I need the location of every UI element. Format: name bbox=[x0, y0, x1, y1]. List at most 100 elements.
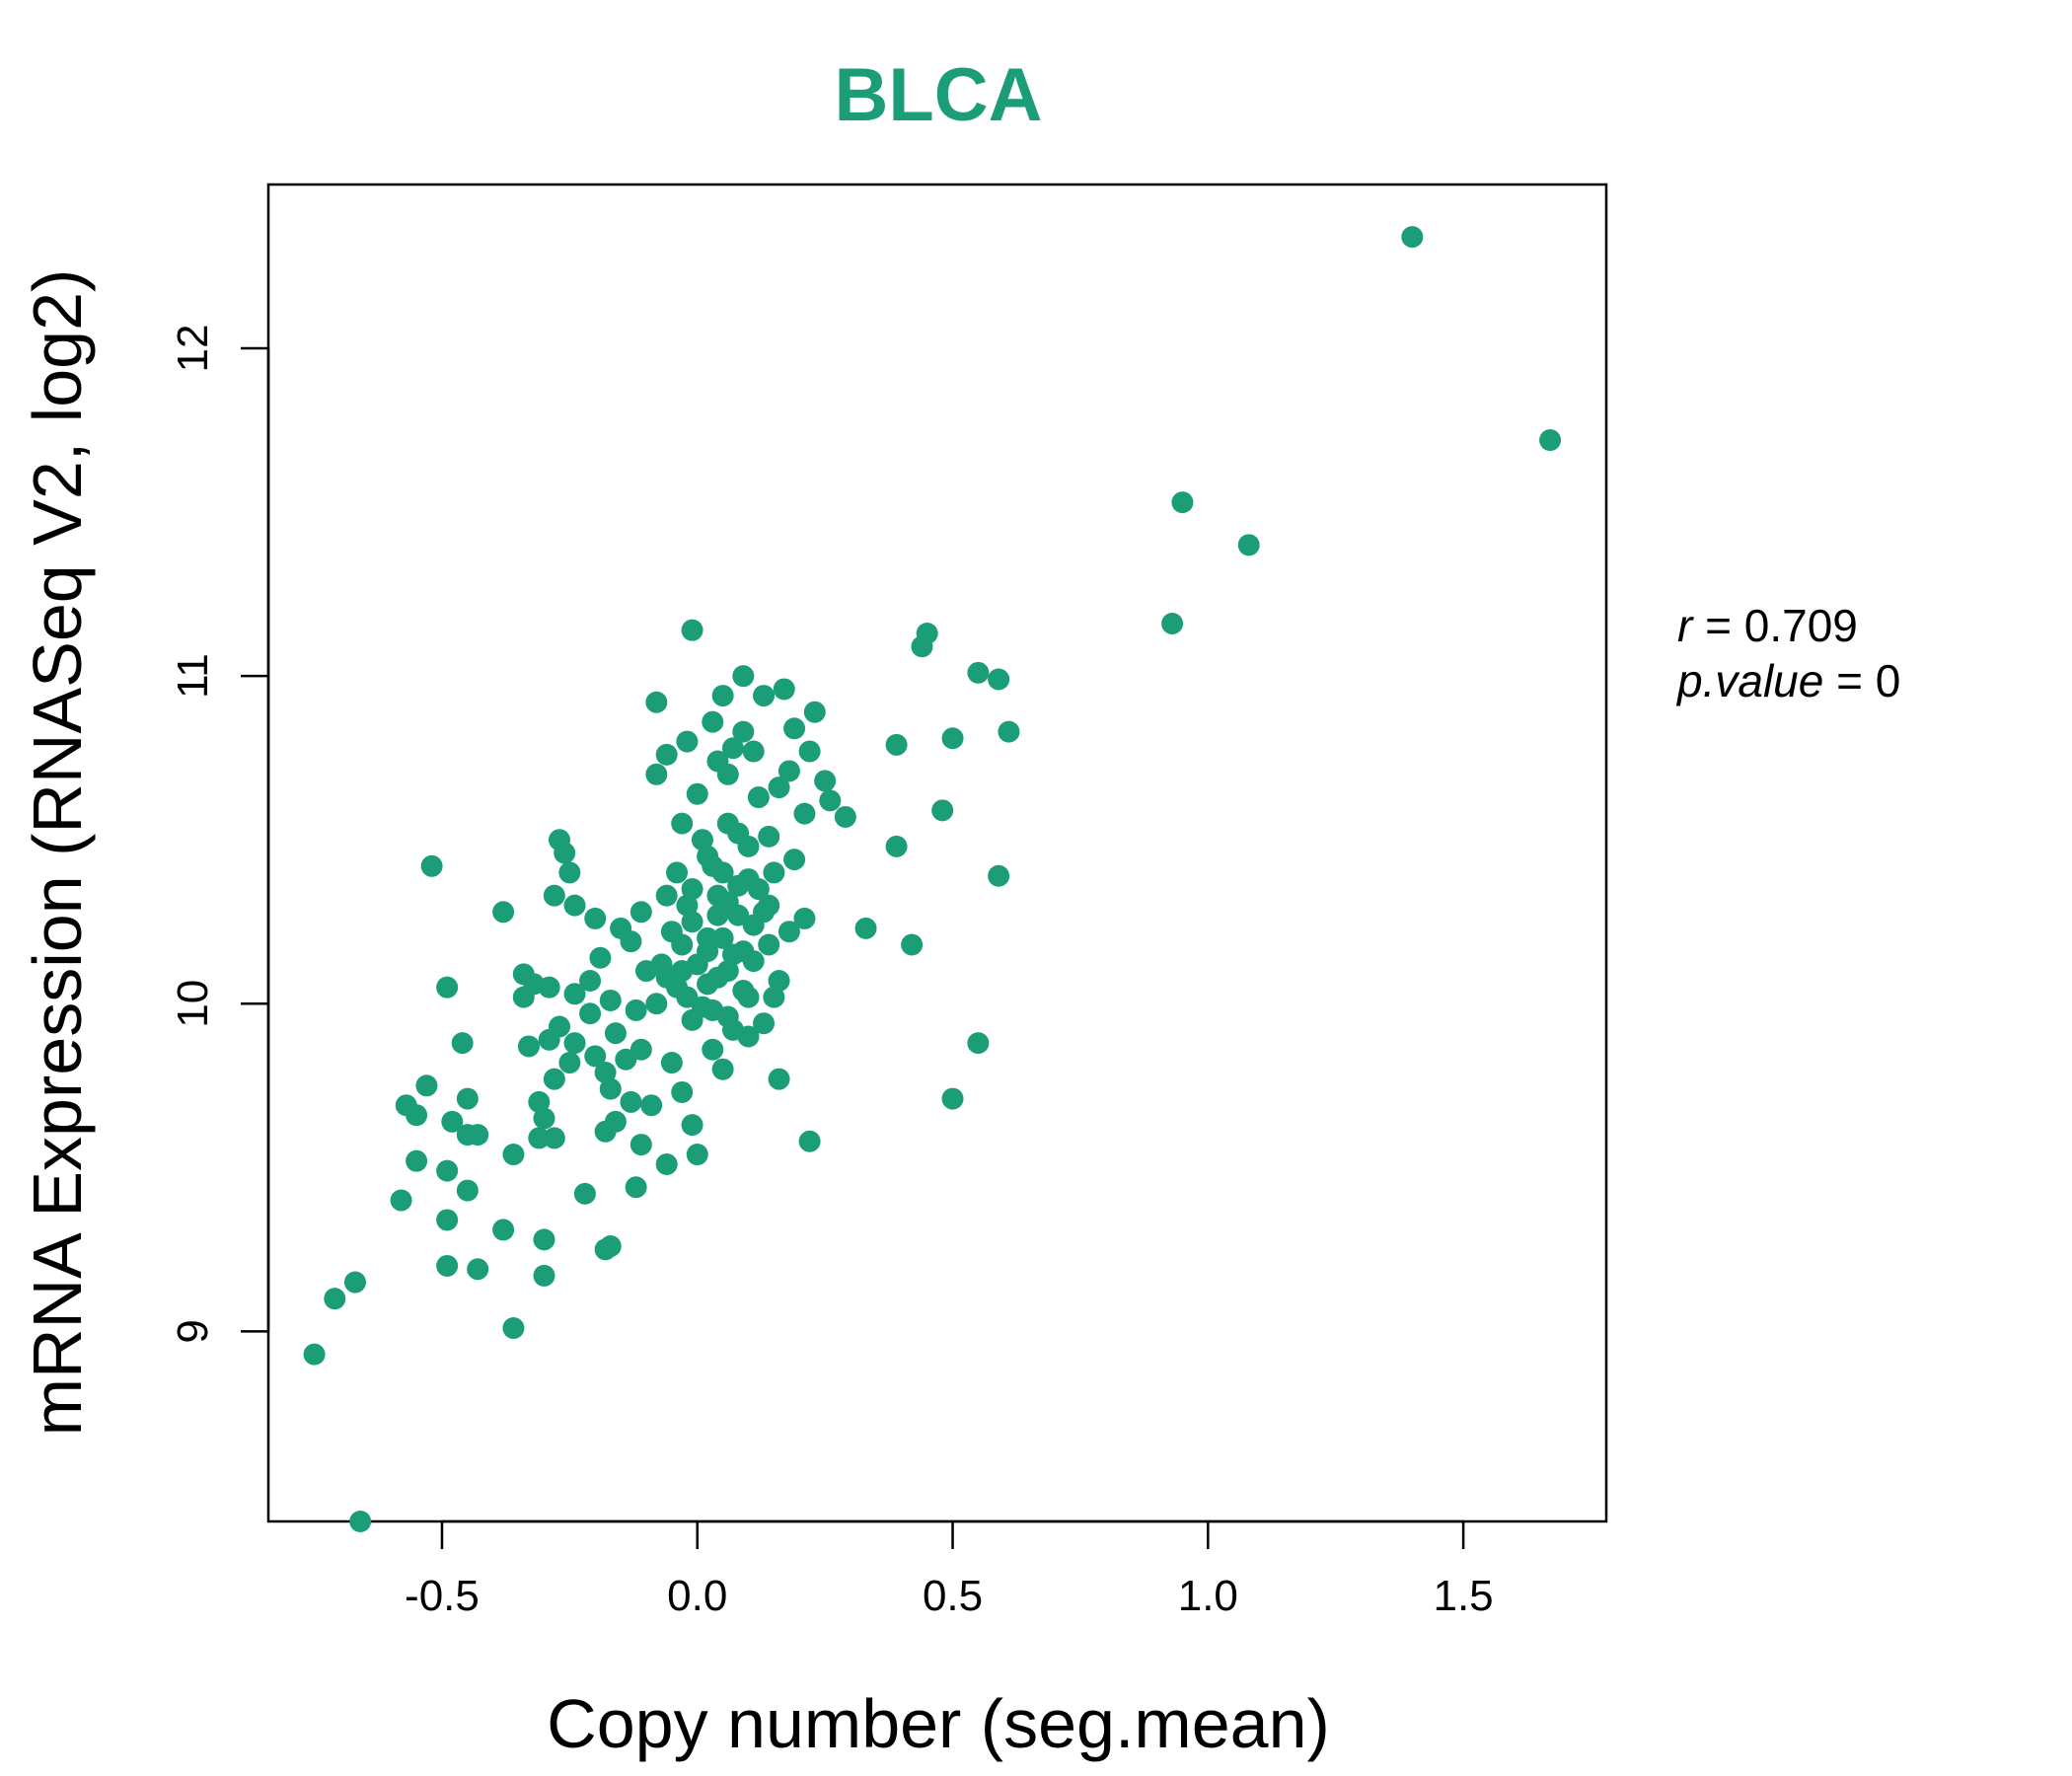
data-point bbox=[1161, 613, 1184, 635]
data-point bbox=[620, 1090, 642, 1113]
data-point bbox=[1237, 534, 1260, 556]
data-point bbox=[758, 825, 780, 848]
data-point bbox=[441, 1110, 464, 1133]
data-point bbox=[436, 976, 459, 999]
data-point bbox=[594, 1238, 617, 1261]
x-axis: -0.5 0.0 0.5 1.0 1.5 bbox=[405, 1519, 1494, 1620]
x-tick-label: -0.5 bbox=[405, 1572, 480, 1620]
data-point bbox=[911, 635, 933, 658]
data-point bbox=[655, 743, 678, 766]
data-point bbox=[584, 1045, 607, 1068]
data-point bbox=[533, 1228, 555, 1251]
data-point bbox=[599, 1077, 622, 1100]
data-point bbox=[681, 911, 703, 933]
data-point bbox=[737, 1025, 760, 1048]
data-point bbox=[594, 1120, 617, 1143]
data-point bbox=[783, 717, 806, 740]
data-point bbox=[768, 777, 790, 799]
data-point bbox=[420, 854, 443, 877]
data-point bbox=[711, 685, 734, 707]
data-point bbox=[528, 1090, 551, 1113]
x-tick-label: 1.5 bbox=[1433, 1572, 1493, 1620]
data-point bbox=[885, 835, 908, 857]
data-point bbox=[686, 1144, 708, 1166]
data-point bbox=[467, 1258, 489, 1281]
data-point bbox=[492, 901, 515, 924]
data-point bbox=[798, 740, 821, 763]
data-point bbox=[783, 849, 806, 871]
data-point bbox=[303, 1343, 326, 1366]
data-point bbox=[456, 1087, 479, 1110]
data-point bbox=[579, 970, 602, 993]
data-point bbox=[819, 789, 842, 812]
data-point bbox=[594, 1062, 617, 1084]
r-equals: = bbox=[1692, 600, 1743, 651]
data-point bbox=[538, 1028, 560, 1051]
data-point bbox=[666, 861, 689, 884]
data-point bbox=[645, 763, 668, 785]
data-point bbox=[834, 805, 856, 828]
data-point bbox=[1171, 491, 1194, 514]
data-point bbox=[645, 993, 668, 1015]
data-point bbox=[645, 691, 668, 713]
data-point bbox=[885, 733, 908, 756]
data-point bbox=[625, 1176, 647, 1199]
data-point bbox=[451, 1032, 474, 1055]
data-point bbox=[615, 1048, 637, 1071]
data-point bbox=[773, 678, 795, 701]
data-point bbox=[747, 878, 770, 901]
data-point bbox=[727, 874, 750, 897]
data-point bbox=[620, 930, 642, 953]
data-point bbox=[753, 1012, 776, 1035]
data-point bbox=[349, 1511, 372, 1532]
data-point bbox=[732, 720, 755, 743]
p-label: p.value bbox=[1675, 655, 1823, 706]
data-point bbox=[406, 1104, 428, 1127]
data-point bbox=[436, 1159, 459, 1182]
data-point bbox=[538, 976, 560, 999]
data-point bbox=[467, 1124, 489, 1147]
data-point bbox=[763, 861, 785, 884]
x-axis-title: Copy number (seg.mean) bbox=[547, 1685, 1330, 1762]
data-point bbox=[558, 1052, 581, 1074]
data-point bbox=[681, 619, 703, 641]
data-point bbox=[768, 1068, 790, 1090]
data-point bbox=[727, 904, 750, 926]
data-point bbox=[492, 1219, 515, 1241]
data-point bbox=[533, 1264, 555, 1287]
data-point bbox=[655, 1153, 678, 1176]
data-point bbox=[702, 710, 724, 733]
data-point bbox=[671, 933, 694, 956]
data-point bbox=[716, 812, 739, 835]
p-equals: = bbox=[1823, 655, 1875, 706]
data-point bbox=[798, 1130, 821, 1152]
data-point bbox=[793, 907, 816, 929]
data-point bbox=[716, 763, 739, 785]
data-point bbox=[998, 720, 1020, 743]
data-point bbox=[584, 907, 607, 929]
data-point bbox=[737, 835, 760, 857]
data-point bbox=[967, 661, 990, 684]
chart-title: BLCA bbox=[834, 53, 1042, 137]
data-point bbox=[697, 973, 719, 996]
data-point bbox=[681, 1114, 703, 1137]
r-label: r bbox=[1677, 600, 1694, 651]
data-point bbox=[686, 782, 708, 805]
y-tick-label: 9 bbox=[169, 1319, 217, 1343]
data-point bbox=[1539, 429, 1562, 452]
data-point bbox=[967, 1032, 990, 1055]
data-point bbox=[629, 1134, 652, 1156]
data-point bbox=[681, 1008, 703, 1031]
data-point bbox=[721, 737, 744, 760]
data-point bbox=[634, 960, 657, 983]
data-point bbox=[629, 901, 652, 924]
data-point bbox=[721, 943, 744, 966]
data-point bbox=[758, 933, 780, 956]
data-point bbox=[502, 1144, 525, 1166]
y-axis: 9 10 11 12 bbox=[169, 325, 270, 1344]
data-point bbox=[803, 701, 826, 723]
data-point bbox=[711, 926, 734, 949]
data-point bbox=[502, 1317, 525, 1340]
data-point bbox=[697, 940, 719, 963]
x-tick-label: 1.0 bbox=[1178, 1572, 1238, 1620]
